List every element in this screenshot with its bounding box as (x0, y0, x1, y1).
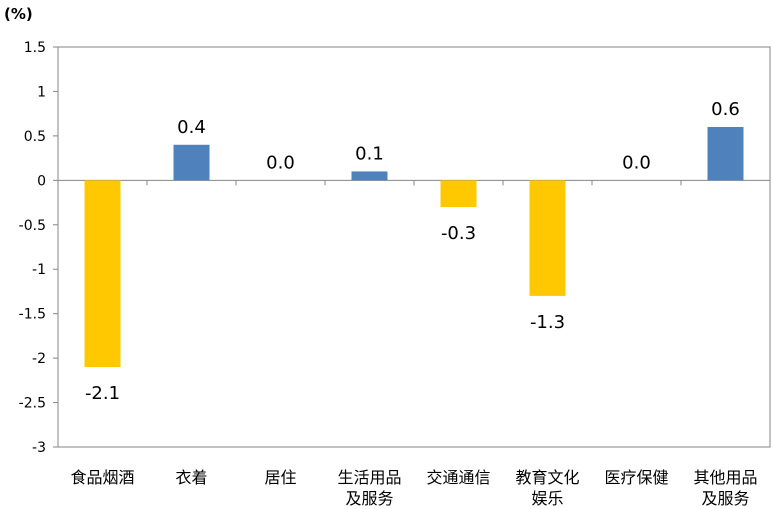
x-category-label: 教育文化 (515, 468, 579, 487)
data-label-7: 0.6 (711, 99, 740, 120)
y-tick-label: -2 (32, 351, 46, 367)
x-category-label: 衣着 (175, 468, 207, 487)
data-label-5: -1.3 (530, 312, 565, 333)
data-label-6: 0.0 (622, 152, 651, 173)
y-axis: 1.5 1 0.5 0 -0.5 -1 -1.5 -2 -2.5 -3 (19, 40, 58, 456)
data-label-0: -2.1 (85, 383, 120, 404)
x-category-label: 其他用品 (693, 468, 757, 487)
y-tick-label: -3 (32, 440, 46, 456)
y-tick-label: 0.5 (24, 129, 46, 145)
y-tick-label: -2.5 (19, 396, 46, 412)
y-tick-label: -1 (32, 262, 46, 278)
y-tick-label: -0.5 (19, 218, 46, 234)
y-tick-label: 1 (37, 84, 46, 100)
x-category-label: 交通通信 (426, 468, 490, 487)
bar-4 (440, 180, 477, 207)
bar-7 (707, 127, 744, 181)
data-label-1: 0.4 (177, 117, 206, 138)
x-category-label: 及服务 (345, 489, 393, 508)
bar-series: -2.1 0.4 0.0 0.1 -0.3 -1.3 0.0 0.6 (84, 99, 744, 404)
x-category-label: 食品烟酒 (70, 468, 134, 487)
data-label-2: 0.0 (266, 152, 295, 173)
bar-3 (351, 171, 388, 181)
x-category-label: 居住 (264, 468, 296, 487)
plot-area (57, 46, 771, 448)
data-label-4: -0.3 (441, 223, 476, 244)
x-category-label: 生活用品 (337, 468, 401, 487)
x-category-label: 娱乐 (531, 489, 563, 508)
bar-1 (173, 144, 210, 181)
bar-0 (84, 180, 121, 367)
data-label-3: 0.1 (355, 143, 384, 164)
y-axis-unit-label: (%) (4, 5, 33, 23)
y-tick-label: -1.5 (19, 307, 46, 323)
bar-5 (529, 180, 566, 296)
x-category-label: 医疗保健 (604, 468, 668, 487)
y-tick-label: 1.5 (24, 40, 46, 56)
x-category-label: 及服务 (701, 489, 749, 508)
y-tick-label: 0 (37, 173, 46, 189)
